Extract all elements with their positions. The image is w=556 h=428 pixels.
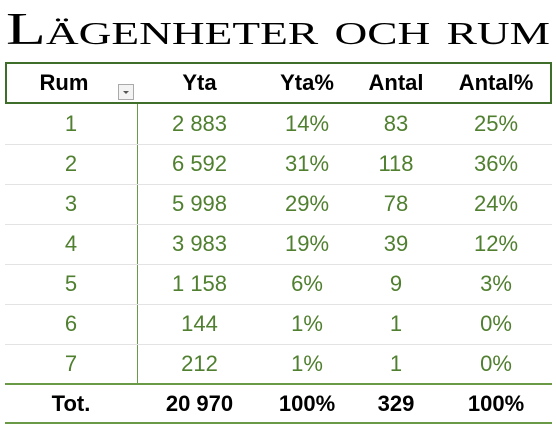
data-cell: 5 998 — [171, 191, 228, 216]
filter-button[interactable] — [118, 84, 134, 100]
data-cell: 7 — [64, 351, 78, 376]
row-line — [5, 144, 552, 145]
data-cell: 14% — [284, 111, 330, 136]
header-cell: Yta — [182, 70, 217, 95]
data-cell: 5 — [64, 271, 78, 296]
row-line — [5, 264, 552, 265]
data-cell: 1% — [291, 311, 323, 336]
data-cell: 0% — [480, 351, 512, 376]
data-cell: 6 592 — [171, 151, 228, 176]
total-border — [5, 383, 552, 424]
data-cell: 36% — [473, 151, 519, 176]
row-line — [5, 224, 552, 225]
data-cell: 39 — [383, 231, 409, 256]
data-cell: 2 — [64, 151, 78, 176]
column-divider — [137, 104, 138, 384]
data-cell: 3 983 — [171, 231, 228, 256]
row-line — [5, 304, 552, 305]
data-cell: 24% — [473, 191, 519, 216]
header-border — [5, 62, 552, 104]
title-area: Lägenheter och rum — [6, 3, 550, 54]
header-cell: Yta% — [280, 70, 334, 95]
header-cell: Rum — [39, 70, 89, 95]
total-cell: 100% — [278, 391, 336, 416]
total-cell: 20 970 — [165, 391, 234, 416]
data-cell: 1 — [389, 351, 403, 376]
data-cell: 3 — [64, 191, 78, 216]
data-cell: 29% — [284, 191, 330, 216]
data-cell: 25% — [473, 111, 519, 136]
row-line — [5, 344, 552, 345]
data-cell: 6% — [291, 271, 323, 296]
filter-icon — [123, 91, 129, 94]
data-cell: 83 — [383, 111, 409, 136]
data-cell: 1% — [291, 351, 323, 376]
title: Lägenheter och rum — [6, 3, 550, 54]
header-cell: Antal% — [458, 70, 534, 95]
data-cell: 118 — [378, 151, 414, 176]
data-cell: 3% — [480, 271, 512, 296]
data-cell: 0% — [480, 311, 512, 336]
data-cell: 4 — [64, 231, 78, 256]
data-cell: 31% — [284, 151, 330, 176]
data-cell: 19% — [284, 231, 330, 256]
data-cell: 78 — [383, 191, 409, 216]
data-cell: 1 — [64, 111, 78, 136]
row-line — [5, 184, 552, 185]
total-cell: 100% — [467, 391, 525, 416]
data-cell: 6 — [64, 311, 78, 336]
data-cell: 9 — [389, 271, 403, 296]
data-cell: 1 158 — [171, 271, 228, 296]
data-cell: 144 — [181, 311, 218, 336]
header-cell: Antal — [368, 70, 424, 95]
data-cell: 212 — [181, 351, 218, 376]
total-cell: 329 — [377, 391, 415, 416]
data-cell: 1 — [389, 311, 403, 336]
total-cell: Tot. — [51, 391, 91, 416]
data-cell: 2 883 — [171, 111, 228, 136]
data-cell: 12% — [473, 231, 519, 256]
